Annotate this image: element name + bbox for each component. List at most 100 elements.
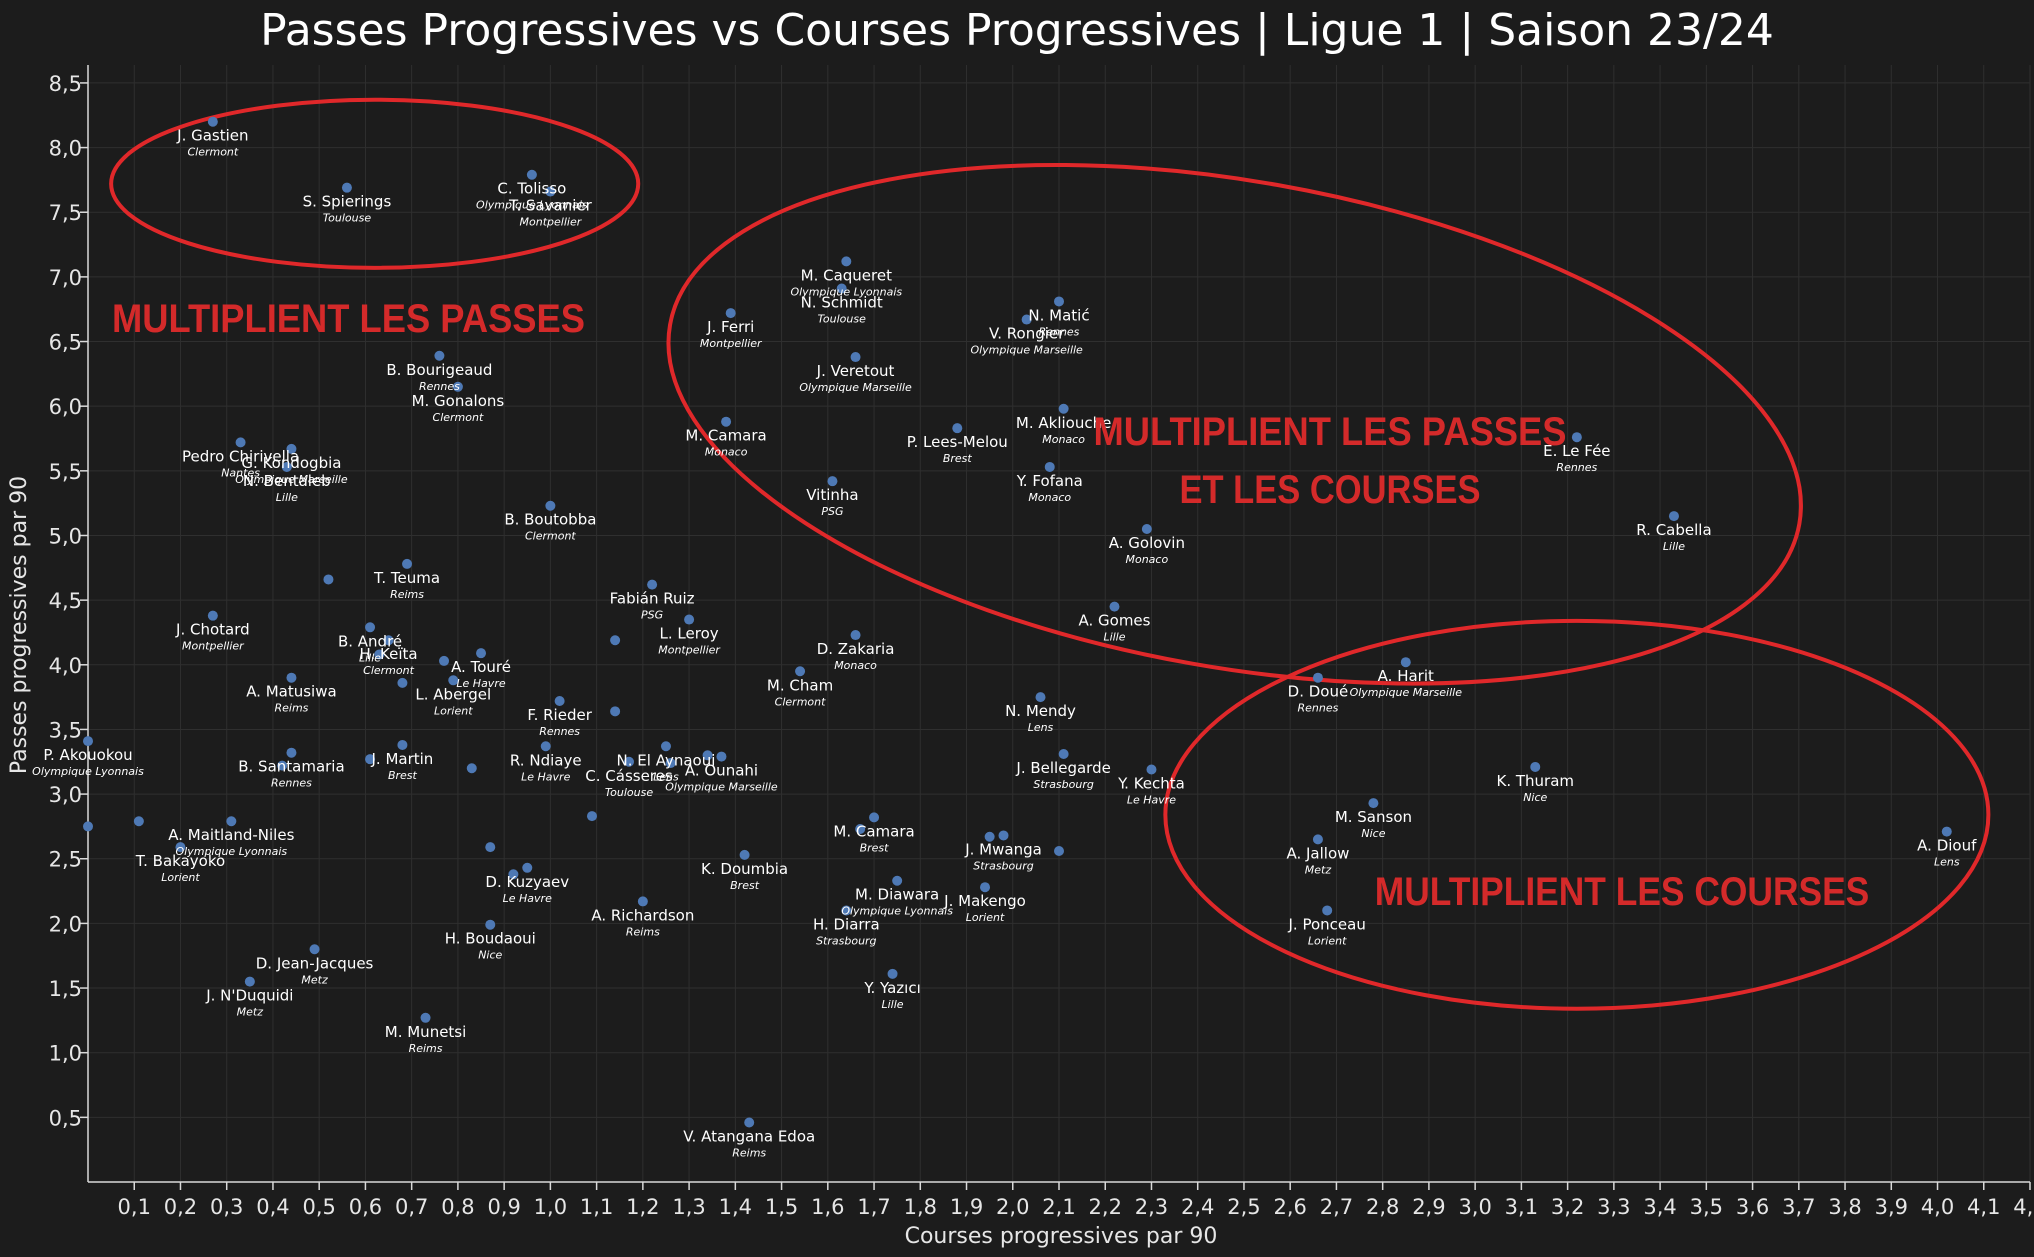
data-point: [545, 186, 556, 197]
data-point: [309, 944, 320, 955]
data-point: [716, 751, 727, 762]
player-name-label: J. Martin: [371, 750, 434, 768]
player-name-label: C. Cásseres: [585, 767, 673, 785]
player-name-label: M. Cham: [767, 676, 833, 694]
data-point: [795, 666, 806, 677]
annotation-ellipses: [109, 97, 1991, 1011]
player-club-label: Olympique Lyonnais: [790, 285, 902, 298]
player-name-label: A. Diouf: [1917, 837, 1977, 855]
annotation-texts: MULTIPLIENT LES PASSES MULTIPLIENT LES PA…: [112, 297, 1869, 914]
player-name-label: R. Ndiaye: [510, 751, 582, 769]
data-point: [207, 610, 218, 621]
data-point: [540, 741, 551, 752]
data-point: [508, 869, 519, 880]
player-name-label: A. Richardson: [591, 906, 694, 924]
player-name-label: A. Gomes: [1078, 612, 1150, 630]
y-tick-label: 3,5: [49, 718, 82, 742]
x-tick-label: 1,0: [534, 1195, 567, 1219]
x-tick-label: 3,3: [1597, 1195, 1630, 1219]
player-club-label: Nice: [1361, 827, 1385, 840]
player-name-label: N. Matić: [1028, 306, 1089, 324]
player-name-label: J. Bellegarde: [1015, 759, 1110, 777]
player-name-label: M. Munetsi: [385, 1023, 467, 1041]
player-club-label: Le Havre: [521, 770, 570, 783]
x-tick-label: 2,3: [1135, 1195, 1168, 1219]
player-name-label: T. Bakayoko: [135, 852, 225, 870]
data-point: [1322, 905, 1333, 916]
player-name-label: J. Veretout: [816, 362, 895, 380]
x-tick-label: 3,1: [1505, 1195, 1538, 1219]
x-tick-label: 0,5: [302, 1195, 335, 1219]
player-club-label: Strasbourg: [816, 934, 876, 947]
y-tick-label: 2,5: [49, 848, 82, 872]
y-tick-label: 5,0: [49, 524, 82, 548]
player-name-label: C. Tolisso: [497, 180, 566, 198]
player-name-label: M. Camara: [833, 822, 914, 840]
player-club-label: Brest: [943, 452, 973, 465]
player-club-label: Clermont: [363, 664, 414, 677]
data-point: [286, 672, 297, 683]
x-tick-label: 0,6: [349, 1195, 382, 1219]
y-tick-label: 0,5: [49, 1106, 82, 1130]
player-name-label: A. Touré: [451, 658, 511, 676]
player-club-label: Monaco: [1125, 553, 1168, 566]
player-name-label: D. Jean-Jacques: [256, 954, 374, 972]
annotation-text: MULTIPLIENT LES PASSES: [1094, 410, 1567, 454]
y-axis-label: Passes progressives par 90: [7, 476, 32, 774]
player-name-label: Vitinha: [806, 486, 858, 504]
x-tick-label: 2,0: [996, 1195, 1029, 1219]
data-point: [1571, 432, 1582, 443]
data-point: [1368, 798, 1379, 809]
player-name-label: M. Caqueret: [801, 266, 892, 284]
x-tick-label: 2,8: [1366, 1195, 1399, 1219]
data-point: [286, 747, 297, 758]
data-point: [1058, 749, 1069, 760]
x-tick-label: 2,1: [1042, 1195, 1075, 1219]
x-tick-label: 0,4: [256, 1195, 289, 1219]
player-name-label: Y. Fofana: [1016, 472, 1083, 490]
data-point: [383, 635, 394, 646]
player-club-label: Reims: [732, 1147, 766, 1160]
player-name-label: P. Lees-Melou: [907, 433, 1008, 451]
data-point: [402, 558, 413, 569]
player-name-label: J. N'Duquidi: [205, 987, 293, 1005]
player-club-label: Reims: [390, 588, 424, 601]
y-tick-label: 1,0: [49, 1042, 82, 1066]
data-point: [1530, 761, 1541, 772]
x-tick-label: 0,3: [210, 1195, 243, 1219]
data-point: [1941, 826, 1952, 837]
player-name-label: Y. Kechta: [1117, 775, 1185, 793]
player-club-label: Nantes: [221, 466, 260, 479]
data-point: [980, 882, 991, 893]
player-club-label: Metz: [237, 1006, 264, 1019]
player-club-label: Clermont: [187, 146, 238, 159]
x-tick-label: 3,9: [1875, 1195, 1908, 1219]
player-club-label: Montpellier: [182, 640, 245, 653]
data-point: [1141, 524, 1152, 535]
x-tick-label: 3,7: [1782, 1195, 1815, 1219]
player-club-label: Monaco: [834, 659, 877, 672]
annotation-text: MULTIPLIENT LES COURSES: [1375, 870, 1870, 914]
data-point: [365, 622, 376, 633]
data-point: [448, 675, 459, 686]
data-point: [998, 830, 1009, 841]
annotation-ellipse: [666, 163, 1803, 686]
player-club-label: Lorient: [1308, 934, 1347, 947]
x-tick-label: 1,5: [765, 1195, 798, 1219]
player-name-label: V. Rongier: [989, 325, 1065, 343]
player-club-label: PSG: [821, 505, 843, 518]
data-point: [485, 842, 496, 853]
player-club-label: Clermont: [775, 695, 826, 708]
player-name-label: N. El Aynaoui: [617, 751, 716, 769]
player-name-label: A. Golovin: [1109, 534, 1185, 552]
player-club-label: PSG: [641, 609, 663, 622]
data-point: [1035, 692, 1046, 703]
player-name-label: A. Matusiwa: [246, 683, 337, 701]
player-name-label: B. Santamaria: [238, 758, 344, 776]
player-name-label: T. Savanier: [508, 197, 593, 215]
player-name-label: B. Bourigeaud: [386, 361, 492, 379]
player-club-label: Lille: [1103, 631, 1125, 644]
x-tick-label: 3,5: [1690, 1195, 1723, 1219]
player-name-label: J. Mwanga: [964, 840, 1042, 858]
player-name-label: F. Rieder: [527, 706, 592, 724]
